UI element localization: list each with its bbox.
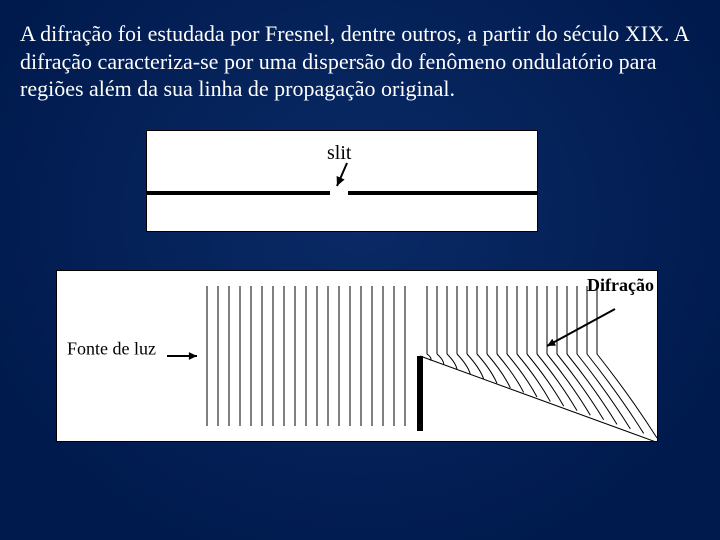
diffraction-diagram: Fonte de luz Difração xyxy=(56,270,658,442)
intro-text: A difração foi estudada por Fresnel, den… xyxy=(20,20,700,103)
svg-text:slit: slit xyxy=(327,142,352,164)
slit-diagram: slit xyxy=(146,130,538,232)
svg-text:Fonte de luz: Fonte de luz xyxy=(67,338,156,358)
slit-svg: slit xyxy=(147,131,537,231)
diffraction-svg: Fonte de luz Difração xyxy=(57,271,657,441)
slide: A difração foi estudada por Fresnel, den… xyxy=(0,0,720,540)
svg-text:Difração: Difração xyxy=(587,275,654,295)
